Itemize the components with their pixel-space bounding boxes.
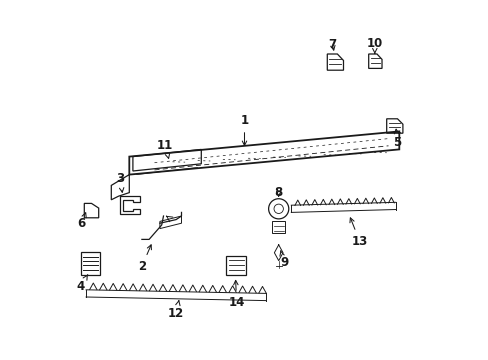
Text: 10: 10 (366, 37, 382, 53)
Text: 9: 9 (279, 251, 287, 269)
Text: 7: 7 (328, 39, 336, 51)
Text: 2: 2 (138, 245, 151, 273)
Text: 13: 13 (349, 218, 367, 248)
Text: 6: 6 (78, 213, 86, 230)
Text: 14: 14 (228, 280, 244, 309)
Text: 5: 5 (392, 129, 401, 149)
Text: 11: 11 (157, 139, 173, 158)
Text: 3: 3 (116, 172, 124, 192)
Text: 12: 12 (168, 301, 184, 320)
Text: 4: 4 (77, 275, 87, 293)
Text: 8: 8 (274, 186, 282, 199)
Text: 1: 1 (240, 114, 248, 145)
